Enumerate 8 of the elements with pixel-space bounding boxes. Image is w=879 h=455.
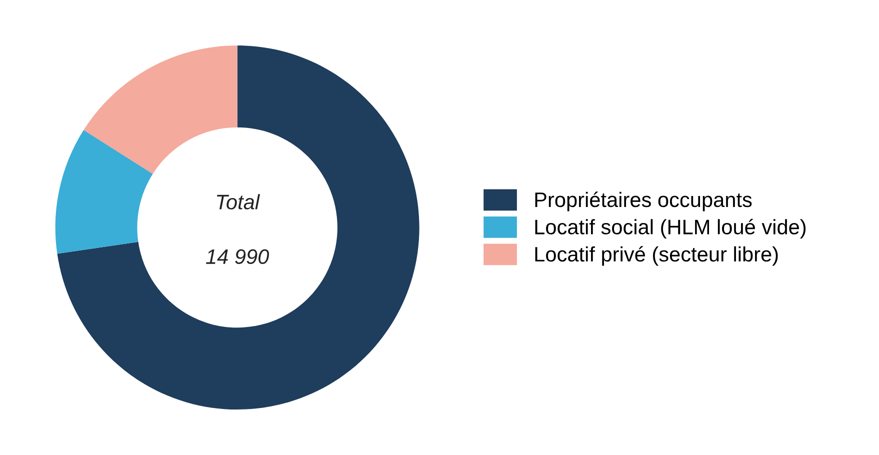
donut-slice xyxy=(55,130,153,254)
legend-label: Locatif privé (secteur libre) xyxy=(535,246,778,266)
legend-label: Propriétaires occupants xyxy=(535,192,752,212)
text: Total xyxy=(216,194,260,210)
donut-slice xyxy=(84,46,238,174)
donut-slice xyxy=(57,46,420,410)
text: 14 990 xyxy=(206,249,270,264)
legend-label: Locatif social (HLM loué vide) xyxy=(535,218,806,239)
